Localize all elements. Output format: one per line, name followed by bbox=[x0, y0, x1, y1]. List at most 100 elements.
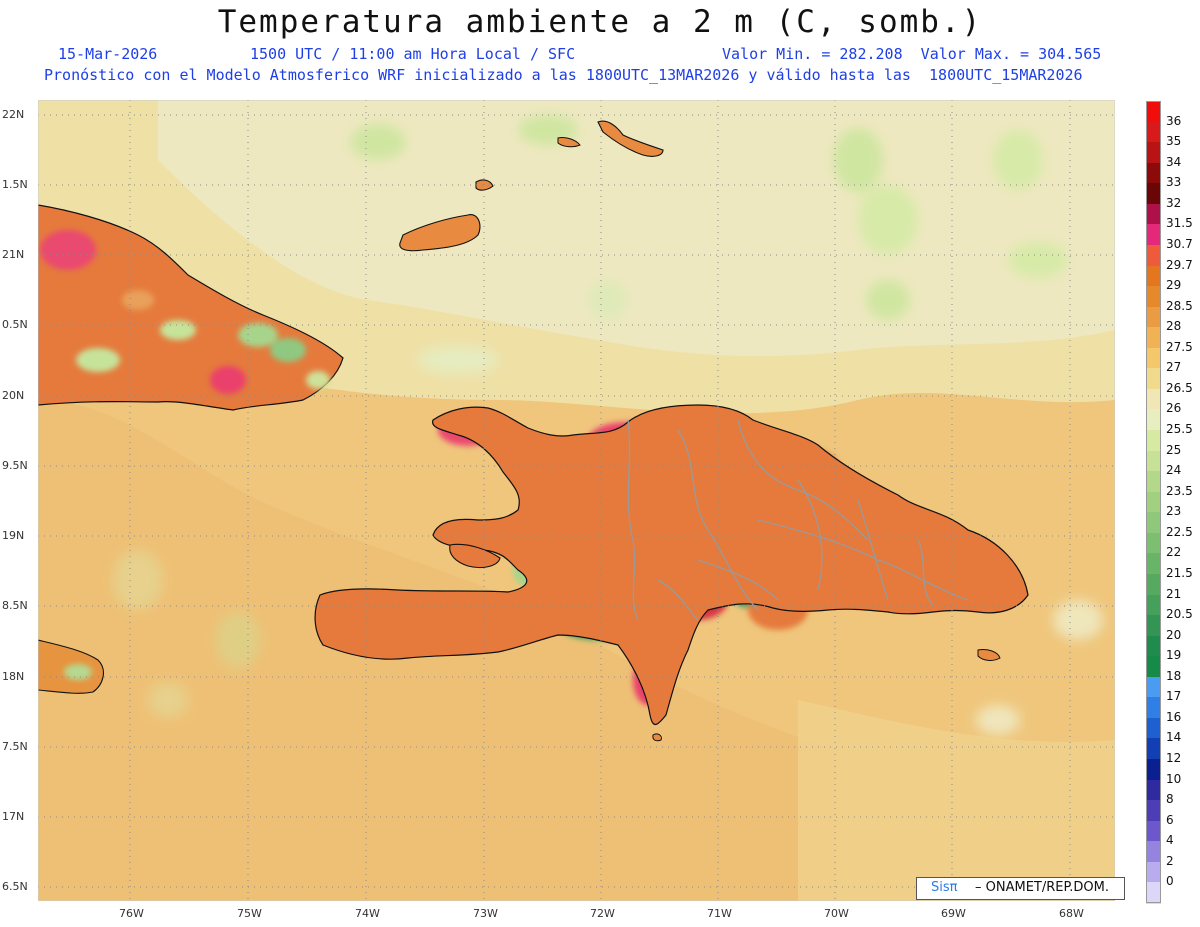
caicos-small-island bbox=[557, 137, 581, 148]
lon-label: 76W bbox=[119, 907, 144, 920]
colorbar-swatch bbox=[1146, 717, 1161, 740]
colorbar-label: 29.7 bbox=[1166, 257, 1193, 272]
forecast-date: 15-Mar-2026 bbox=[58, 45, 158, 63]
colorbar-label: 28.5 bbox=[1166, 298, 1193, 313]
colorbar-swatch bbox=[1146, 861, 1161, 884]
colorbar-label: 22.5 bbox=[1166, 524, 1193, 539]
colorbar-swatch bbox=[1146, 738, 1161, 760]
colorbar-label: 30.7 bbox=[1166, 236, 1193, 251]
lat-label: 18N bbox=[2, 670, 25, 683]
colorbar-label: 25 bbox=[1166, 442, 1182, 457]
colorbar-label: 27 bbox=[1166, 360, 1182, 375]
colorbar-swatch bbox=[1146, 759, 1161, 781]
colorbar-label: 21 bbox=[1166, 586, 1182, 601]
beata-island bbox=[652, 733, 662, 742]
colorbar-label: 14 bbox=[1166, 730, 1182, 745]
model-info: Pronóstico con el Modelo Atmosferico WRF… bbox=[44, 66, 1083, 84]
colorbar-label: 19 bbox=[1166, 648, 1182, 663]
colorbar-label: 20.5 bbox=[1166, 607, 1193, 622]
colorbar-swatch bbox=[1146, 635, 1161, 657]
colorbar-label: 36 bbox=[1166, 113, 1182, 128]
lon-label: 73W bbox=[473, 907, 498, 920]
colorbar-swatch bbox=[1146, 224, 1161, 246]
colorbar-swatch bbox=[1146, 697, 1161, 719]
colorbar-swatch bbox=[1146, 142, 1161, 164]
colorbar-swatch bbox=[1146, 841, 1161, 863]
colorbar-label: 18 bbox=[1166, 668, 1182, 683]
colorbar-swatch bbox=[1146, 656, 1161, 678]
colorbar-label: 26.5 bbox=[1166, 380, 1193, 395]
colorbar-label: 26 bbox=[1166, 401, 1182, 416]
colorbar-label: 8 bbox=[1166, 792, 1174, 807]
colorbar-swatch bbox=[1146, 306, 1161, 328]
colorbar-swatch bbox=[1146, 368, 1161, 390]
colorbar-swatch bbox=[1146, 615, 1161, 637]
lon-label: 68W bbox=[1059, 907, 1084, 920]
colorbar-swatch bbox=[1146, 820, 1161, 842]
colorbar-swatch bbox=[1146, 409, 1161, 431]
colorbar-swatch bbox=[1146, 512, 1161, 534]
colorbar-label: 2 bbox=[1166, 853, 1174, 868]
temperature-map bbox=[37, 99, 1116, 902]
colorbar-label: 31.5 bbox=[1166, 216, 1193, 231]
colorbar-label: 29 bbox=[1166, 278, 1182, 293]
colorbar-swatch bbox=[1146, 244, 1161, 267]
colorbar-label: 22 bbox=[1166, 545, 1182, 560]
colorbar-swatch bbox=[1146, 779, 1161, 801]
turks-caicos-island bbox=[597, 120, 664, 157]
colorbar-label: 34 bbox=[1166, 154, 1182, 169]
colorbar-label: 6 bbox=[1166, 812, 1174, 827]
lat-label: 7.5N bbox=[2, 740, 28, 753]
great-inagua-island bbox=[399, 214, 481, 252]
forecast-time: 1500 UTC / 11:00 am Hora Local / SFC bbox=[250, 45, 576, 63]
sea-south-mild bbox=[798, 700, 1115, 901]
colorbar-label: 21.5 bbox=[1166, 565, 1193, 580]
colorbar-label: 33 bbox=[1166, 175, 1182, 190]
lat-label: 1.5N bbox=[2, 178, 28, 191]
lat-label: 0.5N bbox=[2, 318, 28, 331]
colorbar-swatch bbox=[1146, 594, 1161, 616]
colorbar-label: 20 bbox=[1166, 627, 1182, 642]
colorbar-swatch bbox=[1146, 203, 1161, 225]
colorbar-label: 35 bbox=[1166, 134, 1182, 149]
lat-label: 17N bbox=[2, 810, 25, 823]
lon-label: 75W bbox=[237, 907, 262, 920]
credit-box: Sisπ – ONAMET/REP.DOM. bbox=[916, 877, 1125, 900]
colorbar-swatch bbox=[1146, 676, 1161, 698]
colorbar-swatch bbox=[1146, 162, 1161, 184]
province-boundaries bbox=[627, 419, 969, 621]
colorbar-label: 12 bbox=[1166, 751, 1182, 766]
colorbar-label: 24 bbox=[1166, 463, 1182, 478]
colorbar-label: 4 bbox=[1166, 833, 1174, 848]
colorbar-swatch bbox=[1146, 121, 1161, 143]
lat-label: 19N bbox=[2, 529, 25, 542]
colorbar-label: 10 bbox=[1166, 771, 1182, 786]
colorbar-swatch bbox=[1146, 430, 1161, 452]
colorbar-label: 32 bbox=[1166, 195, 1182, 210]
colorbar-label: 0 bbox=[1166, 874, 1174, 889]
colorbar-swatch bbox=[1146, 800, 1161, 822]
colorbar-swatch bbox=[1146, 491, 1161, 513]
saona-island bbox=[977, 649, 1001, 661]
colorbar-swatch bbox=[1146, 183, 1161, 205]
lat-label: 6.5N bbox=[2, 880, 28, 893]
colorbar-swatch bbox=[1146, 388, 1161, 411]
colorbar-swatch bbox=[1146, 882, 1161, 904]
credit-text: – ONAMET/REP.DOM. bbox=[975, 880, 1110, 895]
lon-label: 74W bbox=[355, 907, 380, 920]
lat-label: 20N bbox=[2, 389, 25, 402]
colorbar-frame bbox=[1146, 101, 1161, 903]
colorbar-swatch bbox=[1146, 450, 1161, 472]
colorbar-swatch bbox=[1146, 101, 1161, 123]
colorbar-swatch bbox=[1146, 573, 1161, 596]
colorbar-swatch bbox=[1146, 553, 1161, 575]
lat-label: 22N bbox=[2, 108, 25, 121]
little-inagua-island bbox=[475, 179, 494, 191]
colorbar-swatch bbox=[1146, 286, 1161, 308]
colorbar-label: 23.5 bbox=[1166, 483, 1193, 498]
min-max-values: Valor Min. = 282.208 Valor Max. = 304.56… bbox=[722, 45, 1102, 63]
colorbar-label: 27.5 bbox=[1166, 339, 1193, 354]
colorbar-swatch bbox=[1146, 347, 1161, 369]
lat-label: 8.5N bbox=[2, 599, 28, 612]
lat-label: 9.5N bbox=[2, 459, 28, 472]
